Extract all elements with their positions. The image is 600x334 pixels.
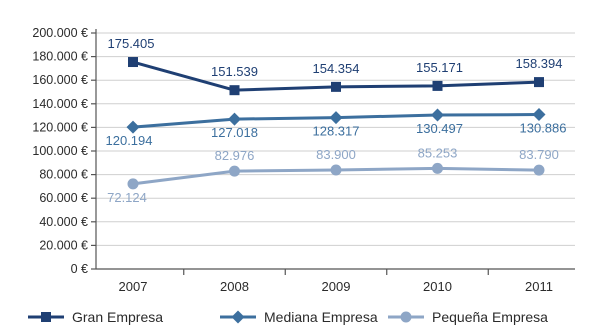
x-tick-label: 2007 bbox=[119, 279, 148, 294]
data-point-gran-empresa bbox=[229, 85, 240, 96]
y-tick-label: 60.000 € bbox=[39, 191, 88, 205]
data-label-gran-empresa: 155.171 bbox=[416, 60, 463, 75]
data-label-pequena-empresa: 85.253 bbox=[418, 145, 458, 160]
data-point-pequena-empresa bbox=[127, 178, 139, 190]
y-tick-labels: 0 € 20.000 € 40.000 € 60.000 € 80.000 € 100.0… bbox=[32, 26, 88, 276]
legend-item-mediana-empresa: Mediana Empresa bbox=[220, 309, 378, 325]
data-label-pequena-empresa: 83.790 bbox=[519, 147, 559, 162]
data-label-pequena-empresa: 83.900 bbox=[316, 147, 356, 162]
axes bbox=[91, 29, 575, 275]
legend-swatch-marker bbox=[231, 310, 245, 324]
y-tick-label: 180.000 € bbox=[32, 50, 88, 64]
legend-item-pequena-empresa: Pequeña Empresa bbox=[388, 309, 548, 325]
y-tick-label: 20.000 € bbox=[39, 238, 88, 252]
grid-lines bbox=[96, 32, 575, 246]
data-label-gran-empresa: 175.405 bbox=[108, 36, 155, 51]
data-point-gran-empresa bbox=[432, 80, 443, 91]
data-label-mediana-empresa: 128.317 bbox=[313, 124, 360, 139]
data-label-gran-empresa: 158.394 bbox=[516, 56, 563, 71]
data-point-pequena-empresa bbox=[330, 164, 342, 176]
x-tick-label: 2011 bbox=[525, 279, 553, 294]
y-tick-label: 100.000 € bbox=[32, 144, 88, 158]
data-labels: 175.405 151.539 154.354 155.171 158.394 120.1… bbox=[106, 36, 567, 205]
x-tick-label: 2010 bbox=[423, 279, 452, 294]
series-lines bbox=[126, 57, 546, 190]
y-tick-label: 120.000 € bbox=[32, 120, 88, 134]
data-point-gran-empresa bbox=[331, 81, 341, 92]
data-label-pequena-empresa: 72.124 bbox=[107, 190, 147, 205]
data-label-mediana-empresa: 130.497 bbox=[416, 121, 463, 136]
data-point-mediana-empresa bbox=[431, 108, 444, 122]
legend: Gran Empresa Mediana Empresa Pequeña Empre… bbox=[28, 309, 548, 325]
y-tick-label: 200.000 € bbox=[32, 26, 88, 40]
data-label-pequena-empresa: 82.976 bbox=[215, 148, 255, 163]
y-tick-label: 140.000 € bbox=[32, 97, 88, 111]
data-point-gran-empresa bbox=[128, 57, 138, 68]
x-tick-labels: 2007 2008 2009 2010 2011 bbox=[119, 279, 553, 294]
data-point-mediana-empresa bbox=[532, 108, 546, 122]
legend-label: Mediana Empresa bbox=[264, 309, 378, 325]
data-point-mediana-empresa bbox=[126, 120, 140, 134]
x-tick-label: 2009 bbox=[322, 279, 351, 294]
legend-item-gran-empresa: Gran Empresa bbox=[28, 309, 163, 325]
data-point-pequena-empresa bbox=[229, 165, 240, 177]
data-label-mediana-empresa: 120.194 bbox=[106, 133, 153, 148]
data-label-gran-empresa: 151.539 bbox=[211, 64, 258, 79]
data-label-gran-empresa: 154.354 bbox=[313, 61, 360, 76]
legend-label: Pequeña Empresa bbox=[432, 309, 548, 325]
y-tick-label: 40.000 € bbox=[39, 215, 88, 229]
y-tick-label: 80.000 € bbox=[39, 168, 88, 182]
legend-swatch-marker bbox=[400, 311, 412, 323]
y-tick-label: 0 € bbox=[71, 262, 88, 276]
data-point-pequena-empresa bbox=[432, 162, 443, 174]
data-label-mediana-empresa: 130.886 bbox=[520, 121, 567, 136]
x-tick-label: 2008 bbox=[220, 279, 249, 294]
data-point-mediana-empresa bbox=[228, 112, 241, 126]
legend-swatch-marker bbox=[41, 312, 51, 322]
data-label-mediana-empresa: 127.018 bbox=[211, 125, 258, 140]
legend-label: Gran Empresa bbox=[72, 309, 163, 325]
data-point-gran-empresa bbox=[534, 77, 544, 88]
data-point-pequena-empresa bbox=[533, 164, 545, 176]
y-tick-label: 160.000 € bbox=[32, 73, 88, 87]
data-point-mediana-empresa bbox=[329, 111, 343, 125]
